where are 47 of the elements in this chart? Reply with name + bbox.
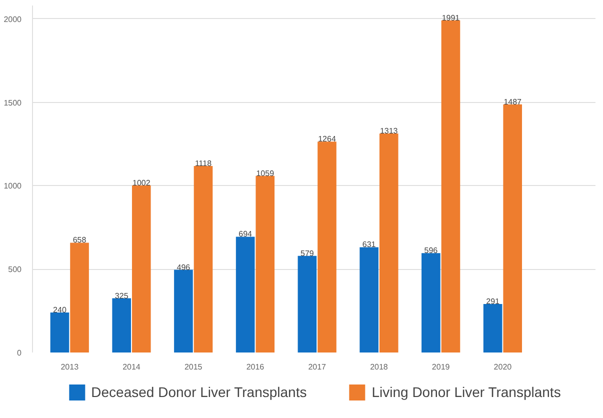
data-label: 1059 (256, 168, 275, 178)
x-tick-label: 2013 (60, 362, 80, 372)
bar (483, 304, 502, 352)
x-tick-label: 2020 (494, 362, 512, 372)
data-label: 631 (362, 240, 376, 250)
y-tick-label: 1000 (4, 182, 22, 191)
x-tick-label: 2018 (370, 362, 388, 372)
data-label: 658 (72, 236, 87, 245)
bar (132, 185, 151, 352)
bar (112, 298, 131, 352)
bar (70, 242, 89, 352)
bar (360, 247, 378, 352)
y-tick-label: 0 (17, 348, 22, 358)
data-label: 579 (300, 248, 314, 258)
x-tick-label: 2019 (432, 362, 450, 372)
y-tick-label: 500 (8, 265, 22, 274)
bar (422, 253, 440, 352)
bar (50, 312, 70, 352)
bar (174, 270, 193, 352)
x-tick-label: 2015 (184, 362, 203, 372)
data-label: 694 (238, 230, 253, 239)
y-tick-label: 2000 (4, 14, 22, 24)
data-label: 496 (176, 262, 191, 272)
x-tick-label: 2017 (308, 362, 327, 372)
data-label: 291 (486, 296, 500, 306)
data-label: 1118 (194, 158, 212, 168)
x-tick-label: 2016 (246, 362, 265, 372)
data-label: 1264 (318, 134, 336, 144)
data-label: 240 (53, 305, 67, 314)
data-label: 596 (424, 246, 438, 256)
x-tick-label: 2014 (122, 362, 141, 372)
data-label: 1313 (380, 126, 398, 136)
bar (298, 256, 317, 352)
bar (236, 236, 255, 352)
legend-label: Living Donor Liver Transplants (372, 384, 561, 400)
bar (318, 142, 336, 352)
legend-label: Deceased Donor Liver Transplants (91, 384, 307, 400)
y-tick-label: 1500 (4, 98, 22, 108)
bar (194, 166, 213, 352)
bar (503, 104, 522, 352)
data-label: 1002 (132, 178, 151, 188)
bar (379, 133, 398, 352)
data-label: 1991 (442, 13, 460, 22)
data-label: 325 (114, 291, 129, 300)
bar (256, 176, 275, 352)
bar (441, 20, 460, 352)
data-label: 1487 (504, 97, 522, 106)
